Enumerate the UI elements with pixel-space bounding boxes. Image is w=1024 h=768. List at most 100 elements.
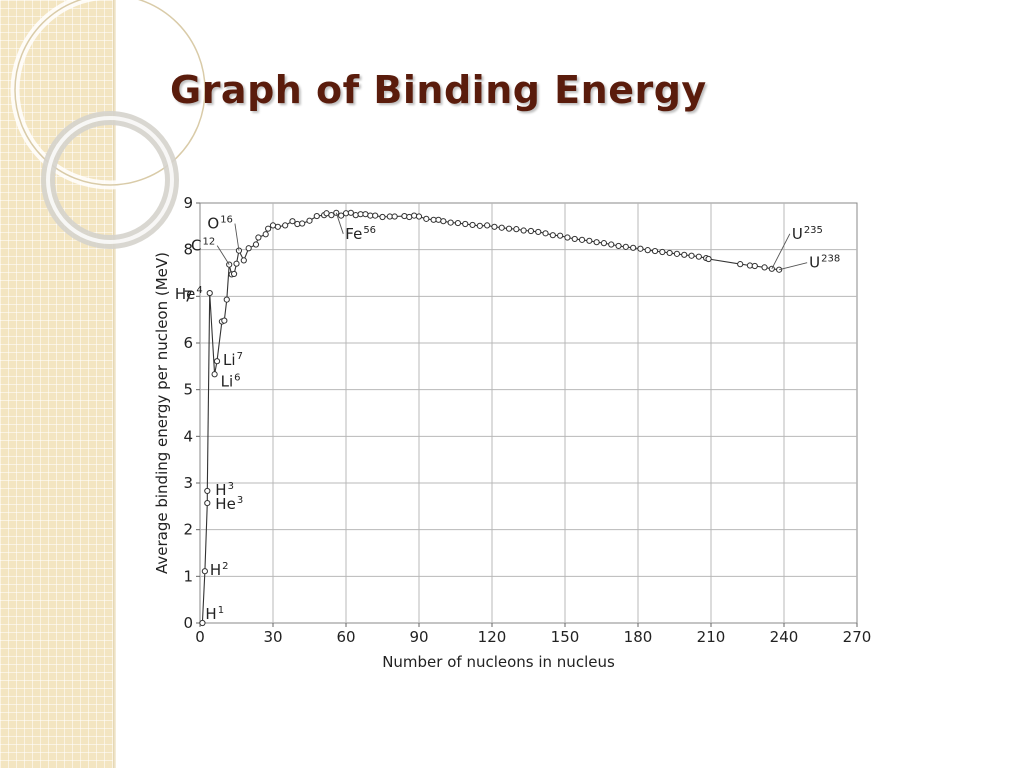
y-axis-label: Average binding energy per nucleon (MeV) <box>153 252 171 574</box>
data-point <box>245 245 252 252</box>
y-tick-label: 5 <box>183 381 193 399</box>
x-tick-label: 210 <box>697 628 726 646</box>
nuclide-label-fe56: Fe56 <box>345 225 376 243</box>
x-tick-label: 30 <box>263 628 282 646</box>
data-point <box>391 213 398 220</box>
data-point <box>630 244 637 251</box>
nuclide-element: C <box>191 237 201 255</box>
data-point <box>440 218 447 225</box>
nuclide-mass-number: 238 <box>821 254 840 265</box>
nuclide-label-u235: U235 <box>792 225 823 243</box>
data-point <box>415 213 423 220</box>
nuclide-mass-number: 16 <box>220 215 233 226</box>
data-point <box>240 257 247 264</box>
data-point <box>586 237 593 244</box>
data-point <box>372 212 379 219</box>
data-point <box>622 243 629 250</box>
data-point <box>527 227 535 235</box>
x-tick-label: 240 <box>770 628 799 646</box>
data-point <box>262 231 269 238</box>
data-point <box>498 224 505 231</box>
data-point <box>379 213 386 221</box>
data-point <box>705 255 712 263</box>
data-point <box>352 212 359 219</box>
annotation-leader-c12 <box>216 245 230 265</box>
data-point <box>593 239 600 246</box>
nuclide-label-u238: U238 <box>809 254 840 272</box>
nuclide-label-h2: H2 <box>210 561 229 579</box>
data-point <box>201 568 208 575</box>
data-point <box>542 230 549 237</box>
data-point <box>615 242 622 250</box>
nuclide-label-o16: O16 <box>207 215 233 233</box>
data-point <box>688 252 695 259</box>
data-point <box>659 248 666 256</box>
y-tick-label: 4 <box>183 427 193 445</box>
data-point <box>484 222 491 229</box>
data-point <box>233 260 240 267</box>
data-point <box>557 232 564 239</box>
nuclide-label-he3: He3 <box>215 495 243 513</box>
data-point <box>223 296 230 303</box>
data-point <box>199 619 206 627</box>
nuclide-mass-number: 2 <box>222 561 228 572</box>
data-point <box>423 215 430 222</box>
nuclide-element: He <box>215 495 236 513</box>
data-point <box>206 289 213 297</box>
data-point <box>761 264 768 271</box>
data-point <box>333 209 340 216</box>
slide-title: Graph of Binding Energy <box>170 68 707 112</box>
data-point <box>226 261 233 268</box>
data-point <box>695 253 702 260</box>
data-point <box>313 212 320 220</box>
y-tick-label: 8 <box>183 241 193 259</box>
x-tick-label: 120 <box>478 628 507 646</box>
data-point <box>608 241 615 248</box>
data-point <box>673 250 681 257</box>
data-point <box>751 262 758 270</box>
x-tick-label: 180 <box>624 628 653 646</box>
x-tick-label: 60 <box>336 628 355 646</box>
data-point <box>306 217 313 224</box>
x-axis-label: Number of nucleons in nucleus <box>382 653 615 671</box>
data-point <box>447 219 454 226</box>
nuclide-element: U <box>809 254 820 272</box>
nuclide-mass-number: 56 <box>363 225 376 236</box>
data-point <box>328 212 335 219</box>
data-point <box>578 236 586 243</box>
nuclide-label-li6: Li6 <box>221 372 241 390</box>
decorative-rings <box>10 0 210 249</box>
nuclide-element: H <box>215 481 226 499</box>
nuclide-mass-number: 12 <box>202 237 215 248</box>
nuclide-mass-number: 6 <box>234 372 240 383</box>
annotation-leader-u238 <box>779 262 808 271</box>
data-point <box>462 220 469 228</box>
data-point <box>513 226 520 233</box>
data-point <box>299 220 306 227</box>
y-tick-label: 6 <box>183 334 193 352</box>
data-point <box>454 219 462 227</box>
data-point <box>491 223 498 230</box>
data-point <box>681 251 688 258</box>
data-point <box>252 241 260 248</box>
data-point <box>204 487 211 495</box>
data-point <box>401 212 408 220</box>
data-point <box>651 247 659 255</box>
side-band-edge <box>113 0 116 768</box>
x-tick-label: 150 <box>551 628 580 646</box>
data-point <box>476 222 483 229</box>
data-point <box>211 371 218 378</box>
y-tick-label: 9 <box>183 194 193 212</box>
plot-area <box>199 202 858 624</box>
annotation-leader-u235 <box>771 233 791 270</box>
data-point <box>768 265 775 272</box>
nuclide-element: U <box>792 225 803 243</box>
data-point <box>289 218 296 225</box>
nuclide-label-he4: He4 <box>175 285 203 303</box>
nuclide-element: H <box>210 561 221 579</box>
data-point <box>274 223 281 230</box>
data-point <box>505 225 513 232</box>
data-point <box>282 222 289 229</box>
y-tick-label: 7 <box>183 287 193 305</box>
x-tick-label: 0 <box>195 628 205 646</box>
